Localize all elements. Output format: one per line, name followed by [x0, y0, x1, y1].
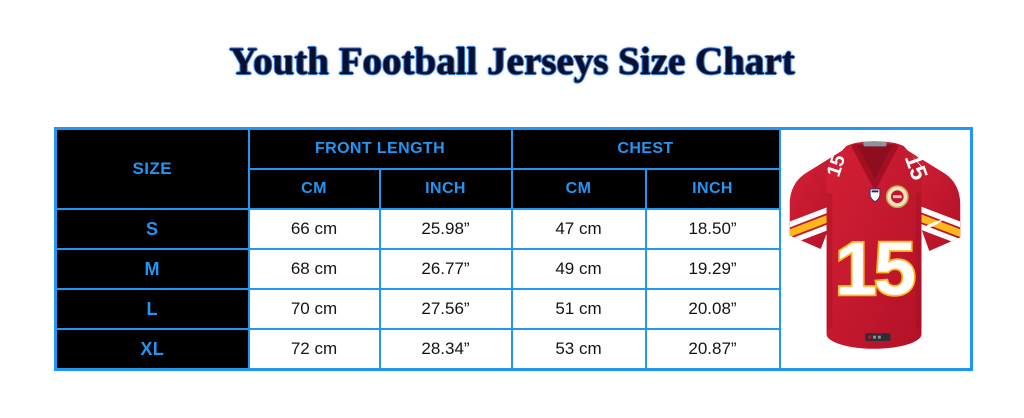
chest-cm-cell: 47 cm [510, 208, 647, 250]
header-cell-chest: CHEST [510, 127, 781, 170]
jersey-collar [851, 141, 900, 188]
chiefs-patch-icon [886, 185, 909, 209]
front-length-cm-cell: 72 cm [247, 328, 381, 371]
front-length-cm-cell: 70 cm [247, 288, 381, 330]
nfl-shield-icon [870, 188, 881, 202]
jersey-illustration: 15 15 1 [790, 141, 961, 349]
size-cell: XL [54, 328, 250, 371]
front-length-cm-cell: 68 cm [247, 248, 381, 290]
chest-inch-cell: 20.08” [644, 288, 781, 330]
size-chart-table: SIZE FRONT LENGTH CHEST [54, 127, 973, 371]
table-row: M 68 cm 26.77” 49 cm 19.29” [54, 248, 972, 290]
chest-inch-cell: 20.87” [644, 328, 781, 371]
header-cell-front-cm: CM [247, 168, 381, 210]
table-row: S 66 cm 25.98” 47 cm 18.50” [54, 208, 972, 250]
chest-inch-cell: 18.50” [644, 208, 781, 250]
table-row: L 70 cm 27.56” 51 cm 20.08” [54, 288, 972, 330]
table-row: XL 72 cm 28.34” 53 cm 20.87” [54, 328, 972, 371]
size-cell: M [54, 248, 250, 290]
front-length-inch-cell: 28.34” [378, 328, 513, 371]
jersey-image: 15 15 1 [782, 132, 970, 366]
header-cell-size: SIZE [54, 127, 250, 210]
jocktag [865, 333, 891, 342]
header-cell-chest-cm: CM [510, 168, 647, 210]
collar-inner-strip [863, 141, 887, 147]
chest-cm-cell: 49 cm [510, 248, 647, 290]
header-cell-chest-inch: INCH [644, 168, 781, 210]
jersey-image-cell: 15 15 1 [778, 127, 973, 371]
nike-swoosh-icon [926, 219, 944, 228]
chest-cm-cell: 51 cm [510, 288, 647, 330]
jersey-right-sleeve [904, 148, 961, 251]
front-length-inch-cell: 26.77” [378, 248, 513, 290]
front-length-inch-cell: 27.56” [378, 288, 513, 330]
size-cell: S [54, 208, 250, 250]
header-cell-front-length: FRONT LENGTH [247, 127, 513, 170]
header-cell-front-inch: INCH [378, 168, 513, 210]
front-length-cm-cell: 66 cm [247, 208, 381, 250]
chest-cm-cell: 53 cm [510, 328, 647, 371]
chest-inch-cell: 19.29” [644, 248, 781, 290]
jersey-number: 15 [835, 228, 914, 312]
front-length-inch-cell: 25.98” [378, 208, 513, 250]
size-cell: L [54, 288, 250, 330]
page-title: Youth Football Jerseys Size Chart [229, 40, 795, 83]
